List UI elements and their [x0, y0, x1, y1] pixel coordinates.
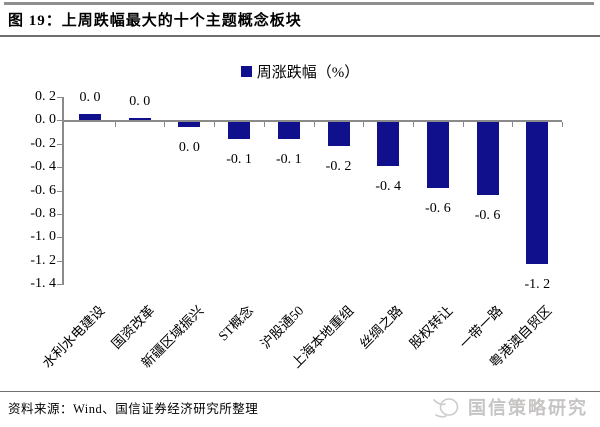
bar [228, 121, 251, 140]
bar-value-label: 0. 0 [79, 90, 101, 106]
y-axis-line [62, 97, 64, 285]
y-axis-tick [57, 143, 62, 145]
y-axis-tick [57, 237, 62, 239]
bar-value-label: -0. 2 [325, 159, 352, 175]
bar-value-label: -0. 1 [275, 152, 302, 168]
category-label: 丝绸之路 [356, 302, 406, 352]
category-label: ST概念 [215, 302, 257, 344]
y-axis-tick-label: -0. 8 [30, 206, 56, 221]
bar [79, 114, 101, 120]
y-axis-tick-label: -0. 2 [30, 135, 56, 151]
bar [327, 121, 350, 147]
bar [277, 121, 300, 140]
title-divider-rule [0, 35, 600, 37]
x-axis-tick [412, 121, 414, 127]
x-axis-tick [363, 121, 365, 127]
y-axis-tick [57, 167, 62, 169]
bar [426, 121, 449, 189]
legend-marker-swatch [240, 66, 252, 77]
brand-watermark: 国信策略研究 [432, 394, 588, 420]
y-axis-tick [57, 190, 62, 192]
watermark-text: 国信策略研究 [468, 398, 588, 418]
guosen-logo-icon [433, 398, 459, 418]
figure-title: 图 19：上周跌幅最大的十个主题概念板块 [8, 13, 302, 29]
y-axis-tick [57, 120, 62, 122]
bar-value-label: -1. 2 [524, 277, 551, 293]
y-axis-tick-label: 0. 2 [35, 89, 56, 104]
y-axis-tick-label: 0. 0 [35, 112, 56, 128]
x-axis-tick [462, 121, 464, 127]
data-source-note: 资料来源：Wind、国信证券经济研究所整理 [8, 402, 259, 416]
x-axis-tick [214, 121, 216, 127]
top-border-rule [4, 2, 594, 5]
x-axis-tick [512, 121, 514, 127]
y-axis-tick [57, 214, 62, 215]
legend-series-label: 周涨跌幅（%） [256, 65, 360, 81]
bar [526, 121, 549, 265]
bar [377, 121, 400, 166]
y-axis-tick-label: -1. 0 [30, 229, 56, 245]
y-axis-tick-label: -0. 4 [30, 159, 56, 175]
bar-value-label: -0. 4 [375, 178, 402, 194]
x-axis-tick [562, 121, 563, 127]
y-axis-tick-label: -0. 6 [30, 182, 56, 198]
bar-value-label: 0. 0 [178, 140, 200, 156]
y-axis-tick [57, 97, 62, 98]
bar [178, 121, 201, 128]
x-axis-tick [263, 121, 265, 127]
bar-value-label: -0. 1 [226, 152, 252, 168]
y-axis-tick-label: -1. 4 [30, 276, 56, 292]
footer-divider-rule [0, 391, 600, 392]
chart-legend: 周涨跌幅（%） [0, 61, 600, 82]
x-axis-tick [164, 121, 166, 127]
category-label: 股权转让 [406, 302, 456, 352]
x-axis-tick [313, 121, 315, 127]
y-axis-tick [57, 260, 62, 262]
bar-value-label: -0. 6 [425, 201, 451, 217]
bar-value-label: -0. 6 [474, 208, 501, 224]
category-label: 水利水电建设 [39, 302, 108, 371]
x-axis-tick [114, 121, 116, 127]
bar [128, 117, 151, 120]
y-axis-tick-label: -1. 2 [30, 252, 56, 268]
x-axis-zero-line [63, 120, 562, 122]
bar [476, 121, 499, 196]
bar-value-label: 0. 0 [129, 93, 151, 109]
y-axis-tick [57, 284, 62, 286]
